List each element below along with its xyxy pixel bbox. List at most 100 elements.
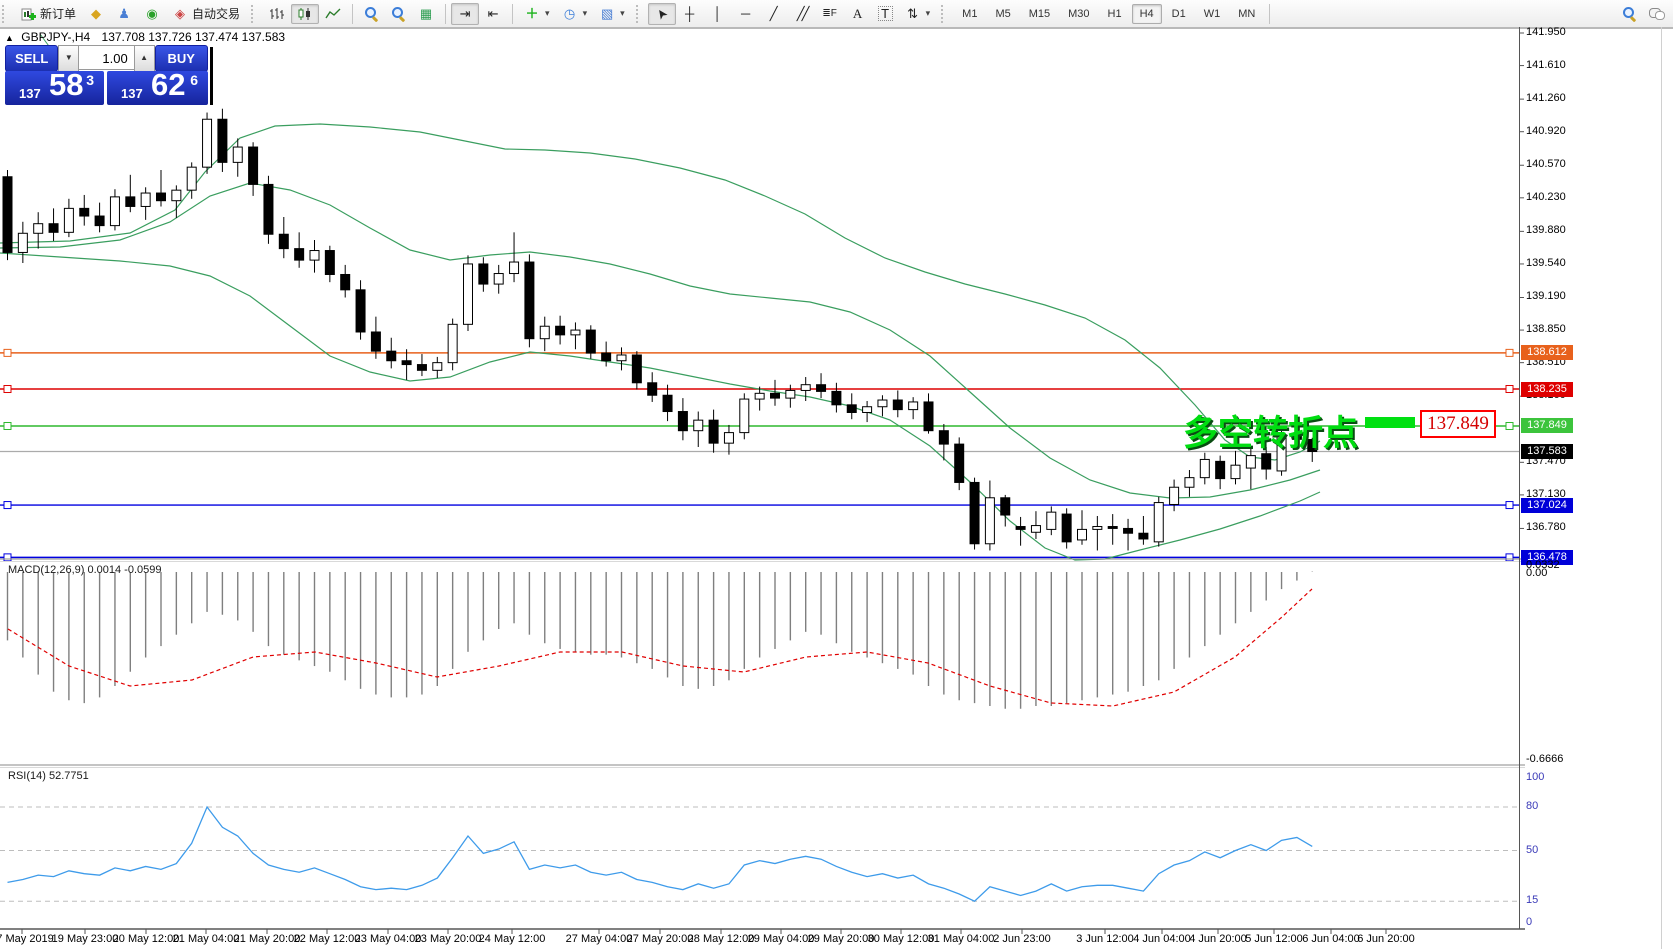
text-tool-button[interactable]: A xyxy=(844,3,872,25)
timeframe-button-m1[interactable]: M1 xyxy=(962,7,978,20)
crosshair-tool-button[interactable]: ┼ xyxy=(676,3,704,25)
candle-body xyxy=(1061,513,1072,543)
candle-body xyxy=(140,192,151,207)
hline-handle[interactable] xyxy=(3,385,12,394)
hline-handle[interactable] xyxy=(3,348,12,357)
horizontal-line-tool-button[interactable]: ─ xyxy=(732,3,760,25)
indicators-button[interactable]: ＋ ▾ xyxy=(518,3,556,25)
annotation-price-label: 137.849 xyxy=(1420,410,1496,438)
autotrade-button[interactable]: ◈ 自动交易 xyxy=(166,2,246,25)
hline-handle[interactable] xyxy=(1505,348,1514,357)
timeframe-button-m15[interactable]: M15 xyxy=(1028,7,1051,20)
autotrade-label: 自动交易 xyxy=(192,7,241,21)
toolbar-grip[interactable] xyxy=(251,4,258,23)
candle-body xyxy=(447,323,458,364)
channel-tool-button[interactable]: ╱╱ xyxy=(788,3,816,25)
annotation-highlight-bar[interactable] xyxy=(1365,417,1415,428)
timeframe-button-w1[interactable]: W1 xyxy=(1203,7,1221,20)
tile-windows-button[interactable]: ▦ xyxy=(412,3,440,25)
timeframe-button-m30[interactable]: M30 xyxy=(1068,7,1090,20)
timeframe-button-h1[interactable]: H1 xyxy=(1107,7,1122,20)
dropdown-arrow-icon: ▾ xyxy=(582,8,588,18)
chart-shift-button[interactable]: ⇤ xyxy=(479,3,507,25)
hline-handle[interactable] xyxy=(3,421,12,430)
person-icon: ♟ xyxy=(118,5,130,21)
line-chart-button[interactable] xyxy=(319,4,347,24)
new-order-button[interactable]: 新订单 xyxy=(14,2,82,25)
band-middle xyxy=(0,182,1321,499)
hline-handle[interactable] xyxy=(1505,385,1514,394)
tile-windows-icon: ▦ xyxy=(419,5,433,21)
market-depth-button[interactable]: ◆ xyxy=(82,3,110,25)
price-axis-label: 141.950 xyxy=(1526,26,1566,38)
zoom-out-button[interactable] xyxy=(385,3,412,24)
time-axis-label: 5 Jun 12:00 xyxy=(1245,933,1303,945)
collapse-panel-icon[interactable]: ▲ xyxy=(5,33,14,43)
toolbar: 新订单 ◆ ♟ ◉ ◈ 自动交易 ▦ ⇥ ⇤ ＋ ▾ xyxy=(0,0,1673,29)
hline-handle[interactable] xyxy=(1505,501,1514,510)
search-icon xyxy=(1622,6,1637,21)
timeframe-button-h4[interactable]: H4 xyxy=(1131,3,1162,24)
zoom-in-button[interactable] xyxy=(358,3,385,24)
symbol-period-title: GBPJPY-,H4 xyxy=(21,30,91,44)
toolbar-grip[interactable] xyxy=(941,4,948,23)
cursor-tool-button[interactable]: ➤ xyxy=(647,2,676,25)
rsi-indicator-label: RSI(14) 52.7751 xyxy=(8,770,89,782)
buy-price-button[interactable]: 137 62 6 xyxy=(107,67,208,105)
autotrade-icon: ◈ xyxy=(175,5,186,21)
rsi-scale-label: 80 xyxy=(1526,800,1539,812)
hline-handle[interactable] xyxy=(1505,553,1514,562)
timeframe-button-d1[interactable]: D1 xyxy=(1171,7,1186,20)
chat-button[interactable] xyxy=(1643,5,1670,22)
time-axis-label: 20 May 12:00 xyxy=(112,933,180,945)
hline-handle[interactable] xyxy=(3,501,12,510)
price-axis-label: 141.260 xyxy=(1526,92,1566,105)
periods-button[interactable]: ◷ ▾ xyxy=(556,3,594,25)
candlestick-chart-button[interactable] xyxy=(291,3,320,24)
dropdown-arrow-icon: ▾ xyxy=(925,8,931,18)
time-axis-label: 2 Jun 23:00 xyxy=(993,933,1051,945)
candle-body xyxy=(1184,477,1195,488)
candle-body xyxy=(770,392,780,399)
crosshair-icon: ┼ xyxy=(685,5,695,21)
candle-body xyxy=(263,183,274,235)
candle-body xyxy=(493,273,504,285)
autoscroll-button[interactable]: ⇥ xyxy=(451,2,480,25)
candle-body xyxy=(739,398,750,434)
bar-chart-button[interactable] xyxy=(263,4,291,24)
panel-edge-marker xyxy=(210,47,213,105)
timeframe-button-m5[interactable]: M5 xyxy=(995,7,1011,20)
macd-indicator-label: MACD(12,26,9) 0.0014 -0.0599 xyxy=(8,564,162,576)
candle-body xyxy=(33,223,44,234)
arrows-tool-button[interactable]: ⇅ ▾ xyxy=(899,3,937,25)
buy-price-prefix: 137 xyxy=(121,86,143,101)
candle-body xyxy=(171,189,182,202)
candle-body xyxy=(478,263,489,285)
sell-price-button[interactable]: 137 58 3 xyxy=(5,67,104,105)
new-order-label: 新订单 xyxy=(40,7,77,21)
hline-handle[interactable] xyxy=(1505,421,1514,430)
hline-handle[interactable] xyxy=(3,553,12,562)
price-tag-137.024: 137.024 xyxy=(1521,497,1573,513)
candle-body xyxy=(647,382,658,396)
search-button[interactable] xyxy=(1616,3,1643,24)
candle-body xyxy=(954,443,965,483)
templates-button[interactable]: ▧ ▾ xyxy=(593,3,631,25)
candle-body xyxy=(539,325,550,340)
trendline-tool-button[interactable]: ╱ xyxy=(760,3,788,25)
toolbar-grip[interactable] xyxy=(635,4,643,23)
timeframe-button-mn[interactable]: MN xyxy=(1238,7,1256,20)
toolbar-grip[interactable] xyxy=(2,4,9,23)
candle-body xyxy=(1215,460,1226,480)
signals-button[interactable]: ◉ xyxy=(138,3,166,25)
fibonacci-tool-button[interactable]: ≣F xyxy=(816,3,844,25)
vertical-line-tool-button[interactable]: │ xyxy=(704,3,732,25)
volume-input[interactable]: 1.00 xyxy=(79,45,134,70)
label-tool-button[interactable]: T xyxy=(872,3,899,24)
candle-body xyxy=(156,192,166,202)
macd-scale-label: 0.00 xyxy=(1526,567,1548,579)
candle-body xyxy=(601,352,612,362)
volume-down-stepper[interactable]: ▼ xyxy=(58,45,80,72)
profile-button[interactable]: ♟ xyxy=(110,3,138,25)
